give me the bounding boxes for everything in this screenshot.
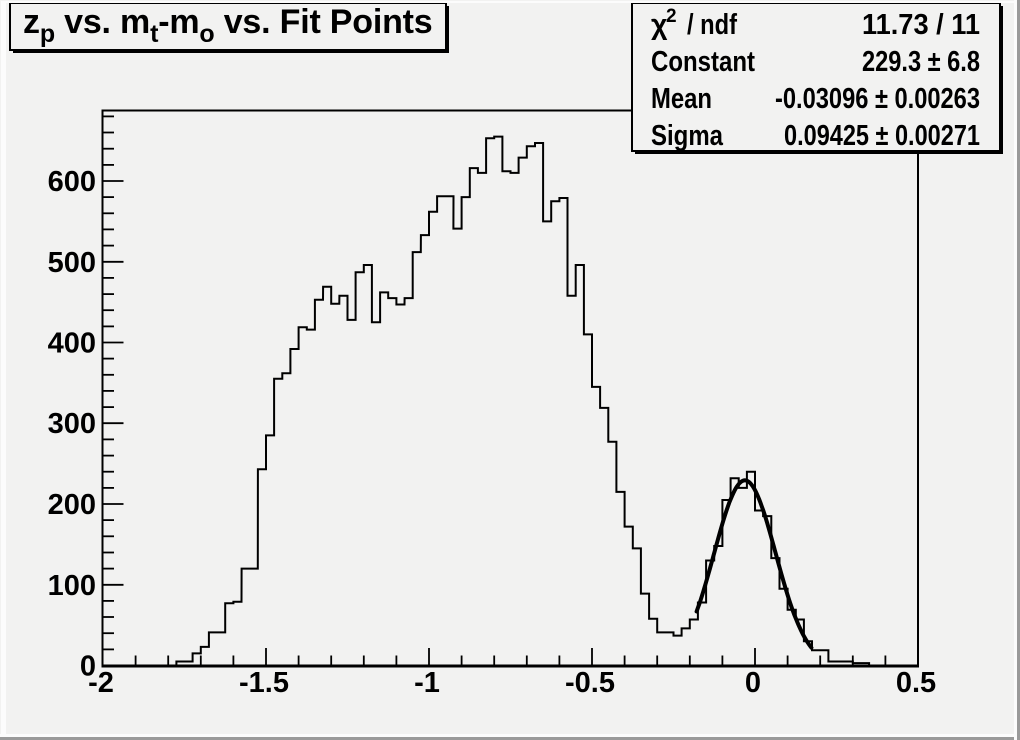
svg-text:χ: χ bbox=[651, 9, 668, 41]
svg-text:0: 0 bbox=[745, 667, 761, 699]
svg-text:2: 2 bbox=[666, 6, 677, 27]
svg-text:300: 300 bbox=[48, 408, 96, 440]
svg-text:Constant: Constant bbox=[651, 46, 755, 78]
svg-text:600: 600 bbox=[48, 166, 96, 198]
svg-text:zp vs. mt-mo vs. Fit Points: zp vs. mt-mo vs. Fit Points bbox=[23, 3, 433, 48]
svg-text:0: 0 bbox=[80, 651, 96, 683]
svg-text:-1.5: -1.5 bbox=[239, 667, 289, 699]
svg-text:400: 400 bbox=[48, 328, 96, 360]
svg-text:/ ndf: / ndf bbox=[687, 9, 737, 41]
svg-text:11.73 / 11: 11.73 / 11 bbox=[862, 9, 980, 41]
svg-text:-1: -1 bbox=[414, 667, 440, 699]
svg-text:-0.5: -0.5 bbox=[565, 667, 615, 699]
svg-text:0.5: 0.5 bbox=[896, 667, 936, 699]
svg-text:0.09425 ± 0.00271: 0.09425 ± 0.00271 bbox=[784, 120, 980, 152]
svg-text:200: 200 bbox=[48, 489, 96, 521]
svg-text:-0.03096 ± 0.00263: -0.03096 ± 0.00263 bbox=[775, 83, 980, 115]
svg-text:Sigma: Sigma bbox=[651, 120, 724, 152]
svg-text:229.3 ± 6.8: 229.3 ± 6.8 bbox=[862, 46, 980, 78]
svg-text:500: 500 bbox=[48, 247, 96, 279]
svg-text:-2: -2 bbox=[88, 667, 114, 699]
svg-text:Mean: Mean bbox=[651, 83, 712, 115]
svg-text:100: 100 bbox=[48, 570, 96, 602]
